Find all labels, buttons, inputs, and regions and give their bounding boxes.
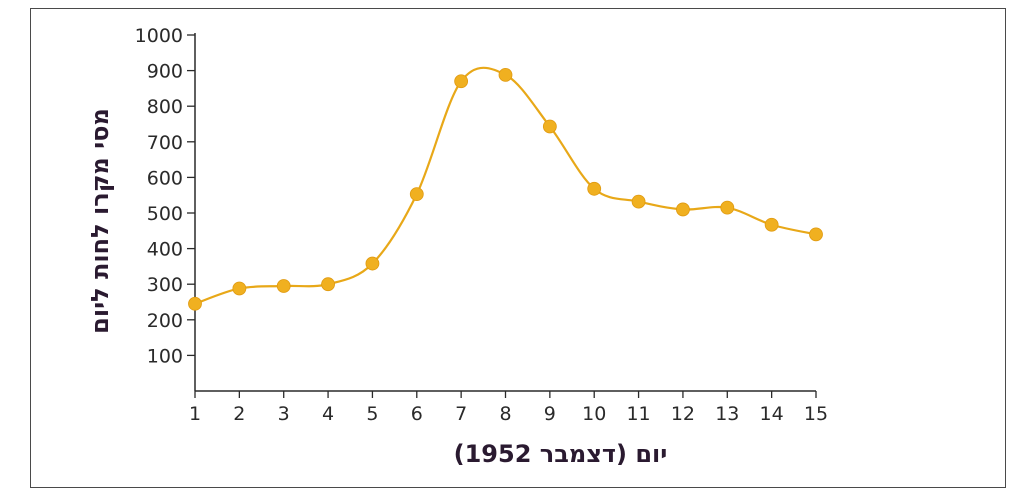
y-tick-label: 600	[147, 167, 183, 189]
y-tick-label: 400	[147, 239, 183, 261]
x-tick-label: 3	[278, 403, 290, 425]
x-tick-label: 2	[233, 403, 245, 425]
y-tick-label: 200	[147, 310, 183, 332]
data-point-day-13	[720, 200, 735, 215]
x-tick-label: 8	[499, 403, 511, 425]
data-markers	[188, 67, 823, 311]
y-axis-title: מסי מקרו לחות ליום	[86, 108, 114, 334]
data-point-day-3	[276, 279, 291, 293]
y-tick-label: 700	[147, 132, 183, 154]
x-tick-label: 7	[455, 403, 467, 425]
data-point-day-6	[409, 187, 424, 202]
data-point-day-7	[454, 74, 469, 89]
x-axis-title: יום (דצמבר 1952)	[454, 440, 668, 468]
y-axis-ticks: 100 200 300 400 500 600 700 800 900 1000	[135, 25, 195, 367]
data-point-day-8	[498, 67, 513, 82]
x-tick-label: 13	[715, 403, 739, 425]
x-tick-label: 14	[760, 403, 784, 425]
data-point-day-4	[321, 277, 335, 292]
x-tick-label: 15	[804, 403, 828, 425]
x-tick-label: 11	[626, 403, 650, 425]
x-axis-ticks: 1 2 3 4 5 6 7 8 9 10 11 12 13 14 15	[189, 391, 828, 425]
data-point-day-11	[631, 194, 646, 209]
y-tick-label: 500	[147, 203, 183, 225]
data-point-day-12	[676, 202, 690, 217]
x-tick-label: 9	[544, 403, 556, 425]
x-tick-label: 5	[366, 403, 378, 425]
y-tick-label: 300	[147, 274, 183, 296]
data-point-day-5	[365, 256, 380, 271]
y-tick-label: 900	[147, 61, 183, 83]
x-tick-label: 12	[671, 403, 695, 425]
data-point-day-10	[587, 181, 602, 196]
series-line	[194, 66, 817, 305]
y-tick-label: 1000	[135, 25, 183, 47]
data-point-day-15	[809, 227, 823, 242]
y-tick-label: 100	[147, 345, 183, 367]
data-point-day-1	[188, 296, 202, 311]
x-tick-label: 10	[582, 403, 606, 425]
data-point-day-2	[232, 281, 247, 296]
y-tick-label: 800	[147, 96, 183, 118]
data-point-day-9	[542, 119, 557, 134]
x-tick-label: 1	[189, 403, 201, 425]
x-tick-label: 4	[322, 403, 334, 425]
x-tick-label: 6	[411, 403, 423, 425]
data-point-day-14	[764, 217, 779, 232]
